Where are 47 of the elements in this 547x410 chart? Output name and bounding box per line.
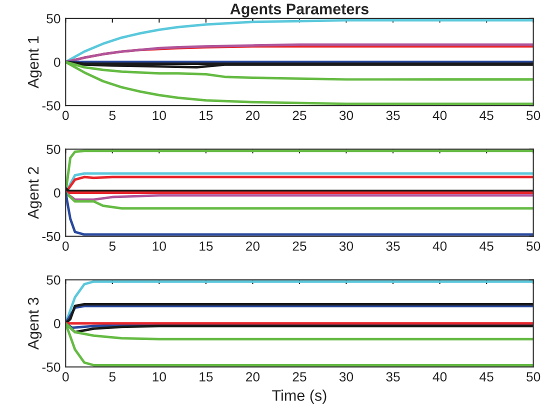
x-tick-label: 5 (109, 372, 116, 382)
x-axis-title: Time (s) (272, 390, 326, 404)
x-tick-label: 30 (339, 110, 354, 120)
y-axis-title: Agent 2 (28, 167, 42, 219)
x-tick-label: 35 (386, 241, 400, 251)
x-tick-label: 25 (292, 372, 306, 382)
x-tick-label: 10 (152, 372, 166, 382)
y-tick-label: 0 (54, 188, 60, 198)
x-tick-label: 15 (200, 242, 213, 251)
y-tick-label: 50 (46, 144, 60, 154)
x-tick-label: 10 (152, 110, 166, 120)
y-tick-label: 0 (54, 58, 60, 67)
x-tick-label: 40 (432, 110, 447, 120)
x-tick-label: 40 (432, 241, 447, 251)
x-tick-label: 15 (200, 110, 213, 120)
x-tick-label: 0 (62, 110, 69, 120)
x-tick-label: 20 (246, 372, 260, 382)
x-tick-label: 35 (386, 372, 400, 382)
x-tick-label: 30 (339, 241, 354, 251)
y-tick-label: 50 (46, 14, 60, 24)
x-tick-label: 5 (109, 242, 116, 251)
x-tick-label: 25 (292, 241, 306, 251)
y-tick-label: 0 (54, 318, 60, 328)
y-tick-label: -50 (42, 362, 60, 372)
x-tick-label: 25 (292, 110, 306, 120)
x-tick-label: 50 (526, 241, 540, 251)
x-tick-label: 40 (432, 372, 447, 382)
y-axis-title: Agent 3 (28, 298, 42, 350)
y-axis-title: Agent 1 (28, 36, 42, 88)
x-tick-label: 30 (339, 372, 354, 382)
y-tick-label: -50 (42, 232, 60, 242)
x-tick-label: 50 (526, 372, 540, 382)
x-tick-label: 0 (62, 241, 69, 251)
x-tick-label: 45 (480, 242, 494, 251)
y-tick-label: 50 (46, 275, 60, 285)
x-tick-label: 45 (480, 110, 494, 120)
x-tick-label: 45 (480, 372, 494, 382)
x-tick-label: 15 (200, 372, 213, 382)
x-tick-label: 20 (246, 241, 260, 251)
x-tick-label: 20 (246, 110, 260, 120)
x-tick-label: 5 (109, 110, 116, 120)
x-tick-label: 50 (526, 110, 540, 120)
chart-title: Agents Parameters (230, 4, 368, 18)
x-tick-label: 10 (152, 241, 166, 251)
x-tick-label: 35 (386, 110, 400, 120)
y-tick-label: -50 (42, 101, 60, 110)
x-tick-label: 0 (62, 372, 69, 382)
